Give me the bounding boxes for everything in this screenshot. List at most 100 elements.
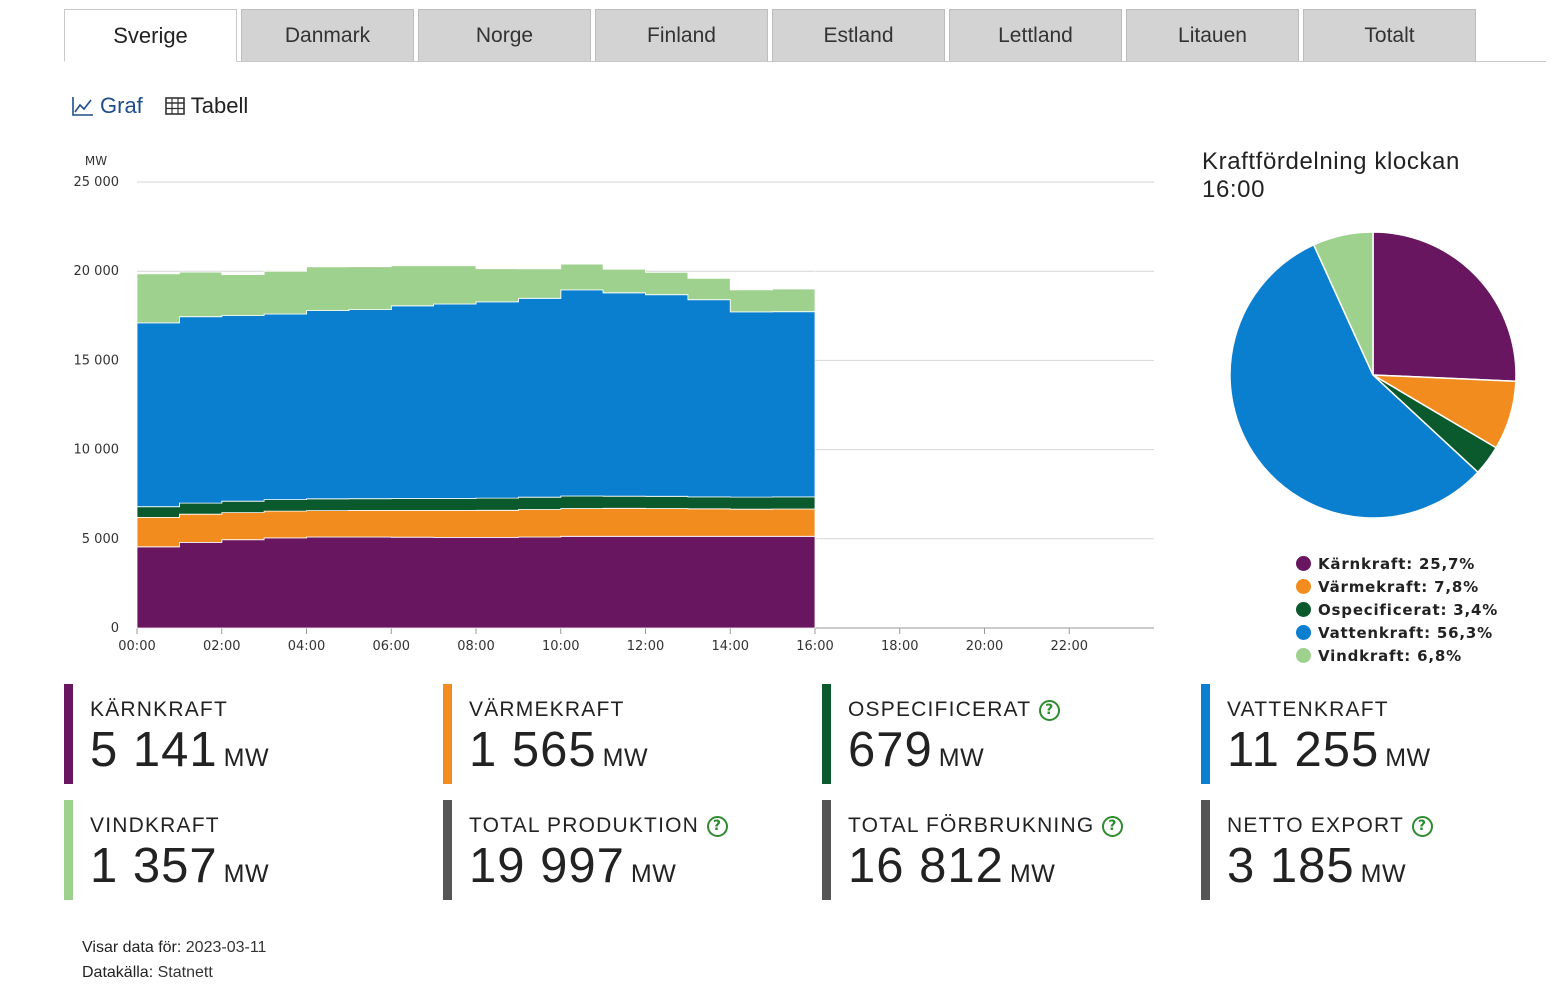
legend-dot: [1296, 625, 1311, 640]
stat-unit: MW: [223, 860, 270, 888]
stat-unit: MW: [1009, 860, 1056, 888]
help-icon[interactable]: ?: [1039, 699, 1061, 721]
stat-label: OSPECIFICERAT?: [848, 698, 1061, 722]
x-tick-label: 08:00: [457, 639, 494, 654]
x-tick-label: 00:00: [118, 639, 155, 654]
source-label: Datakälla:: [82, 964, 154, 981]
tab-lettland[interactable]: Lettland: [949, 9, 1122, 61]
stat-color-bar: [822, 684, 831, 784]
legend-item-vattenkraft[interactable]: Vattenkraft: 56,3%: [1296, 621, 1498, 644]
stat-unit: MW: [630, 860, 677, 888]
stat-label: TOTAL PRODUKTION?: [469, 814, 728, 838]
stat-label: VÄRMEKRAFT: [469, 698, 625, 722]
legend-dot: [1296, 579, 1311, 594]
legend-dot: [1296, 648, 1311, 663]
stat-label: VATTENKRAFT: [1227, 698, 1389, 722]
tab-estland[interactable]: Estland: [772, 9, 945, 61]
pie-slice-vindkraft[interactable]: [1312, 231, 1374, 376]
legend-label: Kärnkraft: 25,7%: [1318, 554, 1476, 573]
line-chart-icon: [72, 97, 93, 116]
legend-dot: [1296, 556, 1311, 571]
stat-value: 11 255 MW: [1227, 722, 1431, 778]
y-tick-label: 0: [111, 621, 119, 636]
stat-karnkraft: KÄRNKRAFT 5 141 MW: [64, 684, 424, 784]
stat-label: VINDKRAFT: [90, 814, 220, 838]
stat-ospecificerat: OSPECIFICERAT? 679 MW: [822, 684, 1182, 784]
tab-totalt[interactable]: Totalt: [1303, 9, 1476, 61]
table-icon: [164, 97, 185, 115]
stat-color-bar: [443, 684, 452, 784]
stat-label-text: OSPECIFICERAT: [848, 698, 1032, 721]
legend-label: Vattenkraft: 56,3%: [1318, 623, 1493, 642]
stat-number: 3 185: [1227, 839, 1355, 893]
stat-number: 1 357: [90, 839, 218, 893]
stat-varmekraft: VÄRMEKRAFT 1 565 MW: [443, 684, 803, 784]
x-tick-label: 12:00: [627, 639, 664, 654]
pie-slice-vattenkraft[interactable]: [1229, 243, 1479, 519]
pie-slice-kärnkraft[interactable]: [1372, 231, 1517, 383]
legend-dot: [1296, 602, 1311, 617]
legend-label: Värmekraft: 7,8%: [1318, 577, 1479, 596]
stat-vindkraft: VINDKRAFT 1 357 MW: [64, 800, 424, 900]
help-icon[interactable]: ?: [1102, 815, 1124, 837]
y-tick-label: 10 000: [74, 443, 120, 458]
legend-item-karnkraft[interactable]: Kärnkraft: 25,7%: [1296, 552, 1498, 575]
stat-color-bar: [443, 800, 452, 900]
x-tick-label: 18:00: [881, 639, 918, 654]
pie-title-line2: 16:00: [1202, 176, 1266, 203]
data-footer: Visar data för: 2023-03-11 Datakälla: St…: [82, 935, 266, 985]
stat-value: 5 141 MW: [90, 722, 269, 778]
graph-view-button[interactable]: Graf: [72, 93, 143, 119]
stat-value: 679 MW: [848, 722, 984, 778]
stat-value: 1 565 MW: [469, 722, 648, 778]
stat-total-forbrukning: TOTAL FÖRBRUKNING? 16 812 MW: [822, 800, 1182, 900]
country-tabs: Sverige Danmark Norge Finland Estland Le…: [64, 9, 1546, 62]
stat-label: TOTAL FÖRBRUKNING?: [848, 814, 1124, 838]
table-view-label: Tabell: [190, 93, 249, 118]
stat-color-bar: [1201, 800, 1210, 900]
tab-sverige[interactable]: Sverige: [64, 9, 237, 62]
area-series-vattenkraft[interactable]: [136, 289, 816, 508]
pie-title-line1: Kraftfördelning klockan: [1202, 148, 1460, 175]
x-tick-label: 06:00: [373, 639, 410, 654]
stat-number: 16 812: [848, 839, 1004, 893]
help-icon[interactable]: ?: [707, 815, 728, 837]
legend-item-varmekraft[interactable]: Värmekraft: 7,8%: [1296, 575, 1498, 598]
view-toggle: Graf Tabell: [72, 93, 248, 119]
stat-value: 19 997 MW: [469, 838, 676, 894]
y-tick-label: 25 000: [74, 175, 120, 190]
legend-label: Ospecificerat: 3,4%: [1318, 600, 1499, 619]
production-area-chart: 0 5 000 10 000 15 000 20 000 25 000 MW 00:00 02:…: [74, 154, 1154, 654]
stat-label: KÄRNKRAFT: [90, 698, 228, 722]
stat-color-bar: [822, 800, 831, 900]
tab-danmark[interactable]: Danmark: [241, 9, 414, 61]
area-series-kärnkraft[interactable]: [136, 535, 816, 629]
help-icon[interactable]: ?: [1412, 815, 1433, 837]
x-tick-label: 04:00: [288, 639, 325, 654]
pie-title: Kraftfördelning klockan 16:00: [1202, 148, 1532, 204]
stat-vattenkraft: VATTENKRAFT 11 255 MW: [1201, 684, 1554, 784]
legend-item-vindkraft[interactable]: Vindkraft: 6,8%: [1296, 644, 1498, 667]
table-view-button[interactable]: Tabell: [164, 93, 249, 119]
stat-value: 3 185 MW: [1227, 838, 1406, 894]
stat-label-text: VATTENKRAFT: [1227, 698, 1389, 721]
x-tick-label: 16:00: [796, 639, 833, 654]
source-value: Statnett: [157, 964, 213, 981]
tab-litauen[interactable]: Litauen: [1126, 9, 1299, 61]
stat-number: 19 997: [469, 839, 625, 893]
stat-number: 5 141: [90, 723, 218, 777]
x-tick-label: 22:00: [1051, 639, 1088, 654]
graph-view-label: Graf: [100, 93, 143, 118]
area-series-vindkraft[interactable]: [136, 263, 816, 324]
x-tick-label: 10:00: [542, 639, 579, 654]
x-tick-label: 20:00: [966, 639, 1003, 654]
tab-norge[interactable]: Norge: [418, 9, 591, 61]
tab-finland[interactable]: Finland: [595, 9, 768, 61]
stat-color-bar: [64, 684, 73, 784]
legend-item-ospecificerat[interactable]: Ospecificerat: 3,4%: [1296, 598, 1498, 621]
stat-label-text: VÄRMEKRAFT: [469, 698, 625, 721]
y-tick-label: 5 000: [82, 532, 119, 547]
stat-color-bar: [1201, 684, 1210, 784]
x-tick-label: 02:00: [203, 639, 240, 654]
stat-label-text: NETTO EXPORT: [1227, 814, 1404, 837]
